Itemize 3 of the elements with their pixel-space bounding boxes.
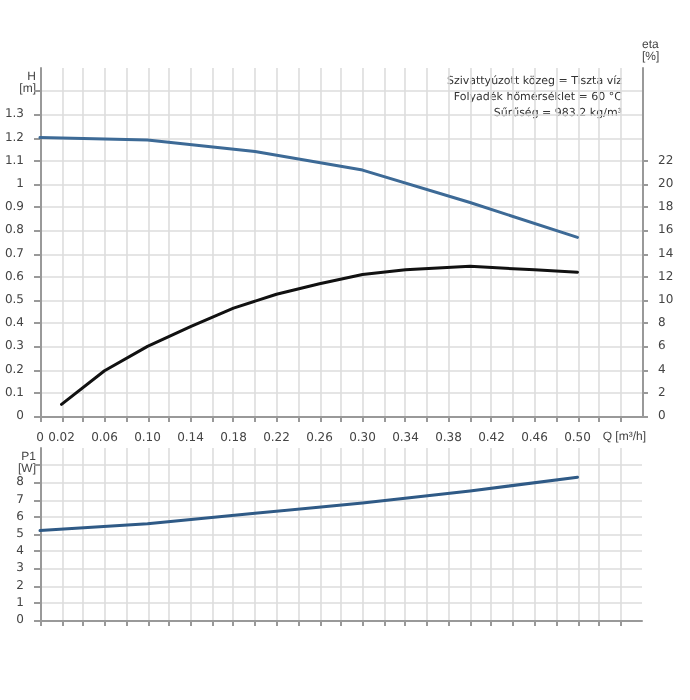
line-series: [38, 475, 579, 533]
line-series: [60, 264, 579, 406]
line-series: [38, 136, 579, 239]
